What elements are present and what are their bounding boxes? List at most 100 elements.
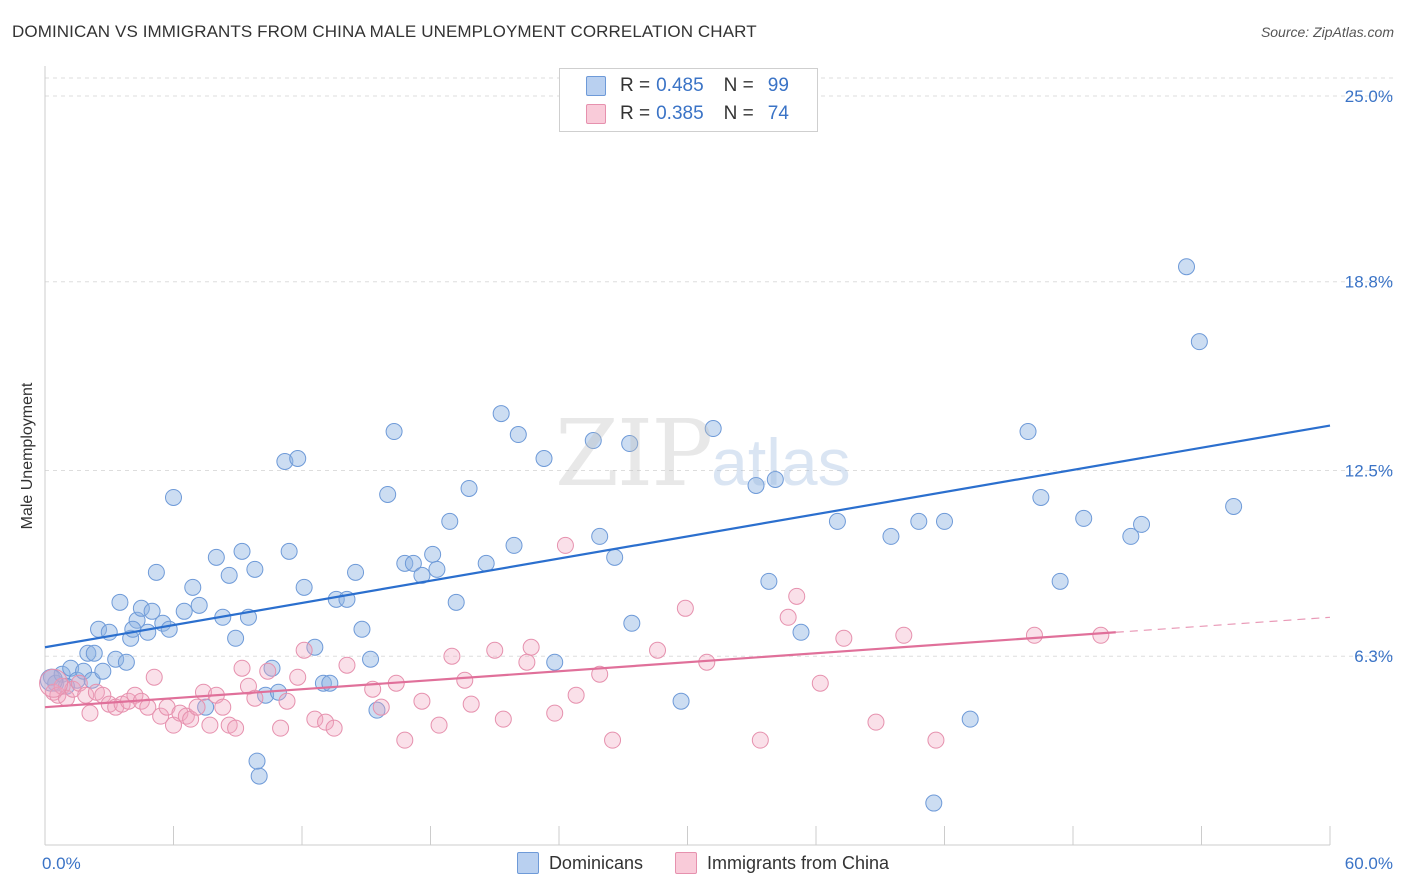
data-point-dominicans xyxy=(925,794,943,812)
legend-swatch-blue xyxy=(516,852,539,874)
data-point-dominicans xyxy=(220,566,238,584)
data-point-china xyxy=(927,731,945,749)
data-point-dominicans xyxy=(546,653,564,671)
data-point-china xyxy=(289,668,307,686)
data-point-china xyxy=(546,704,564,722)
data-point-dominicans xyxy=(147,563,165,581)
legend-swatch-pink xyxy=(674,852,697,874)
y-axis-label: Male Unemployment xyxy=(19,382,36,530)
data-point-dominicans xyxy=(492,405,510,423)
y-tick-label: 25.0% xyxy=(1345,87,1393,106)
data-point-dominicans xyxy=(828,512,846,530)
data-point-dominicans xyxy=(792,623,810,641)
data-point-china xyxy=(145,668,163,686)
data-point-china xyxy=(233,659,251,677)
data-point-dominicans xyxy=(505,536,523,554)
chart-title: DOMINICAN VS IMMIGRANTS FROM CHINA MALE … xyxy=(12,22,757,41)
data-point-dominicans xyxy=(766,470,784,488)
data-point-dominicans xyxy=(961,710,979,728)
data-point-china xyxy=(1025,626,1043,644)
data-point-china xyxy=(188,698,206,716)
data-point-china xyxy=(372,698,390,716)
data-point-dominicans xyxy=(280,542,298,560)
data-point-dominicans xyxy=(413,566,431,584)
data-point-dominicans xyxy=(936,512,953,530)
data-point-china xyxy=(278,692,296,710)
data-point-china xyxy=(272,719,290,737)
data-point-china xyxy=(81,704,99,722)
data-point-china xyxy=(779,608,797,626)
data-point-dominicans xyxy=(353,620,371,638)
tick-labels: 6.3% 12.5% 18.8% 25.0% 0.0% 60.0% xyxy=(42,87,1393,873)
data-point-china xyxy=(430,716,448,734)
data-point-china xyxy=(338,656,356,674)
data-point-dominicans xyxy=(184,578,202,596)
data-point-china xyxy=(259,662,277,680)
data-point-china xyxy=(227,719,245,737)
series-legend: Dominicans Immigrants from China xyxy=(0,852,1406,874)
data-point-dominicans xyxy=(79,644,97,662)
trend-line-dominicans xyxy=(44,424,1331,649)
data-point-china xyxy=(214,698,232,716)
data-point-dominicans xyxy=(704,420,722,438)
data-point-dominicans xyxy=(477,554,495,572)
data-point-dominicans xyxy=(1051,572,1069,590)
data-point-dominicans xyxy=(760,572,778,590)
data-point-dominicans xyxy=(347,563,365,581)
legend-n-value: 99 xyxy=(767,75,789,96)
legend-r-value: 0.385 xyxy=(656,103,704,124)
data-point-dominicans xyxy=(1178,258,1196,276)
data-point-china xyxy=(751,731,769,749)
data-point-dominicans xyxy=(910,512,928,530)
data-point-dominicans xyxy=(385,423,403,441)
data-point-china xyxy=(413,692,431,710)
data-point-dominicans xyxy=(165,488,182,506)
data-point-dominicans xyxy=(233,542,251,560)
data-point-china xyxy=(811,674,829,692)
legend-n-label: N = xyxy=(723,103,754,124)
correlation-legend: R = 0.485 N = 99 R = 0.385 N = 74 xyxy=(559,68,818,132)
data-point-dominicans xyxy=(1133,515,1151,533)
legend-label-china: Immigrants from China xyxy=(706,852,890,873)
data-point-dominicans xyxy=(250,767,268,785)
data-point-dominicans xyxy=(321,674,339,692)
data-point-china xyxy=(1092,626,1110,644)
data-point-dominicans xyxy=(1225,497,1243,515)
trend-line-china xyxy=(44,631,1116,709)
data-point-dominicans xyxy=(428,560,446,578)
data-point-china xyxy=(835,629,853,647)
data-point-dominicans xyxy=(379,485,397,503)
data-point-dominicans xyxy=(1019,423,1037,441)
data-point-china xyxy=(486,641,504,659)
data-point-dominicans xyxy=(85,644,103,662)
data-point-dominicans xyxy=(94,662,112,680)
data-point-dominicans xyxy=(139,623,157,641)
data-point-china xyxy=(396,731,414,749)
data-point-dominicans xyxy=(882,527,900,545)
data-point-china xyxy=(77,686,95,704)
data-point-dominicans xyxy=(396,554,414,572)
data-point-dominicans xyxy=(289,450,307,468)
data-point-dominicans xyxy=(207,548,225,566)
data-point-dominicans xyxy=(306,638,324,656)
data-point-dominicans xyxy=(111,593,129,611)
data-point-china xyxy=(306,710,324,728)
legend-item-dominicans: Dominicans xyxy=(516,852,643,874)
data-point-china xyxy=(788,587,806,605)
data-point-dominicans xyxy=(509,426,527,444)
data-point-china xyxy=(567,686,585,704)
data-point-dominicans xyxy=(107,650,125,668)
data-point-china xyxy=(126,686,144,704)
data-point-dominicans xyxy=(460,479,478,497)
data-point-china xyxy=(604,731,622,749)
legend-swatch-blue xyxy=(586,76,606,96)
data-point-china xyxy=(201,716,219,734)
data-point-china xyxy=(518,653,536,671)
y-tick-label: 18.8% xyxy=(1345,273,1393,292)
legend-r-label: R = xyxy=(620,103,651,124)
data-point-dominicans xyxy=(117,653,135,671)
y-tick-label: 6.3% xyxy=(1354,647,1393,666)
data-point-china xyxy=(676,599,694,617)
data-point-dominicans xyxy=(1075,509,1093,527)
